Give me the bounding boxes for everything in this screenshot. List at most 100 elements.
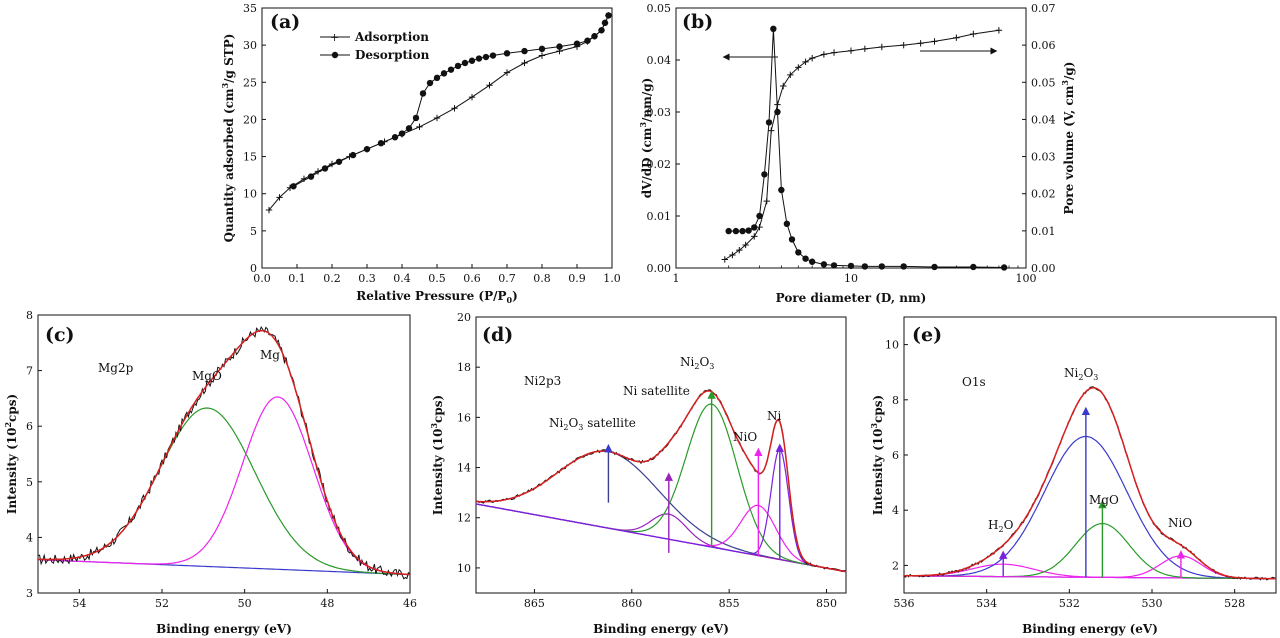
plus-point xyxy=(276,194,283,201)
plus-point xyxy=(900,41,907,49)
circle-point xyxy=(795,249,802,256)
annotation-ni2o3: Ni2O3 xyxy=(680,355,714,371)
panel-e: 536 534 532 530 528 2 4 6 8 10 (e) O1s H2O Ni2O3… xyxy=(869,316,1277,636)
y-tick-label-right: 0.06 xyxy=(1031,39,1056,52)
circle-point xyxy=(605,12,612,19)
x-tick-label: 50 xyxy=(238,597,252,610)
y-tick-label: 2 xyxy=(892,559,899,572)
circle-point xyxy=(970,263,977,271)
plus-point xyxy=(486,82,493,89)
annotation-mg: Mg xyxy=(260,348,280,362)
series-layer xyxy=(903,386,1277,581)
series-layer xyxy=(37,326,411,580)
plus-point xyxy=(729,251,736,259)
circle-point xyxy=(598,27,605,34)
annotation-ni2o3: Ni2O3 xyxy=(1064,366,1098,382)
y-ticks: 10 12 14 16 18 20 xyxy=(457,311,480,575)
circle-point xyxy=(761,171,768,178)
plus-point xyxy=(521,59,528,67)
element-label: O1s xyxy=(962,375,986,389)
circle-point xyxy=(745,227,752,234)
y-tick-label: 0 xyxy=(250,262,257,275)
y-tick-label-right: 0.05 xyxy=(1031,76,1056,89)
plus-point xyxy=(416,123,423,131)
peak-arrows xyxy=(999,406,1186,578)
circle-point xyxy=(426,79,434,87)
plus-point xyxy=(721,256,728,263)
circle-point xyxy=(900,263,907,270)
circle-point xyxy=(335,158,343,165)
circle-point xyxy=(349,151,357,159)
plus-point xyxy=(433,114,441,122)
x-tick-label: 1.0 xyxy=(603,272,621,285)
element-label: Ni2p3 xyxy=(524,374,561,388)
plus-point xyxy=(795,64,802,71)
panel-d: 865 860 855 850 10 12 14 16 18 20 (d) Ni2p3 Ni2O… xyxy=(429,311,847,636)
x-axis-label: Binding energy (eV) xyxy=(1022,622,1158,636)
plus-point xyxy=(780,82,787,90)
x-tick-label: 0.1 xyxy=(288,272,306,285)
circle-point xyxy=(591,33,598,40)
plus-point xyxy=(451,105,458,112)
fitted-envelope xyxy=(904,387,1276,580)
plot-frame xyxy=(475,316,847,594)
panel-tag: (d) xyxy=(482,324,513,346)
y-ticks-right: 0.00 0.01 0.02 0.03 0.04 0.05 0.06 0.07 xyxy=(1022,2,1056,275)
circle-point xyxy=(521,47,528,55)
plus-point xyxy=(742,241,749,249)
series-layer xyxy=(721,25,1008,271)
peak-nio xyxy=(904,555,1276,580)
annotation-ni: Ni xyxy=(767,409,782,423)
circle-point xyxy=(770,25,777,32)
y-tick-label: 35 xyxy=(243,2,257,15)
y-tick-label-right: 0.03 xyxy=(1031,151,1056,164)
circle-point xyxy=(584,37,591,44)
plot-frame xyxy=(903,316,1277,594)
plus-point xyxy=(538,52,546,59)
x-axis-label: Pore diameter (D, nm) xyxy=(776,291,927,305)
legend-label-adsorption: Adsorption xyxy=(354,30,429,44)
y-tick-label: 20 xyxy=(457,311,471,324)
circle-point xyxy=(321,165,329,172)
y-axis-label: Intensity (102cps) xyxy=(3,394,19,514)
plus-point xyxy=(953,34,960,41)
peak-ni2o3 xyxy=(475,403,847,573)
plus-point xyxy=(917,40,924,47)
y-axis-label: Intensity (103cps) xyxy=(869,395,885,515)
plus-point xyxy=(808,54,816,62)
peak-arrows xyxy=(604,390,784,560)
circle-point xyxy=(556,43,563,50)
y-tick-label: 0.01 xyxy=(647,210,672,223)
circle-point xyxy=(820,261,828,268)
fitted-envelope xyxy=(475,390,847,573)
circle-point xyxy=(756,212,763,220)
x-tick-label: 855 xyxy=(719,597,740,610)
plus-point xyxy=(878,43,886,51)
y-tick-label: 5 xyxy=(26,476,33,489)
circle-point xyxy=(601,19,609,27)
annotation-h2o: H2O xyxy=(988,518,1014,534)
plus-point xyxy=(995,27,1003,34)
x-ticks: 536 534 532 530 528 xyxy=(894,589,1245,610)
x-tick-label: 850 xyxy=(816,597,837,610)
circle-point xyxy=(398,130,406,137)
plus-point xyxy=(787,71,794,79)
x-tick-label: 0.5 xyxy=(428,272,446,285)
x-tick-label: 532 xyxy=(1059,597,1080,610)
y-tick-label: 0.02 xyxy=(647,158,672,171)
y-tick-label-right: 0.07 xyxy=(1031,2,1056,15)
x-tick-label: 0.3 xyxy=(358,272,376,285)
plus-point xyxy=(774,101,781,108)
y-tick-label: 25 xyxy=(243,76,257,89)
y-tick-label: 4 xyxy=(892,504,899,517)
circle-point xyxy=(363,145,371,153)
legend-label-desorption: Desorption xyxy=(355,48,430,62)
plot-frame xyxy=(37,314,411,594)
circle-point xyxy=(573,40,581,47)
x-tick-label: 528 xyxy=(1224,597,1245,610)
series-line-pore-volume xyxy=(724,29,999,260)
x-tick-label: 0.2 xyxy=(323,272,341,285)
panel-b: 1 10 100 0.00 0.01 0.02 0.03 0.04 0.05 0.00 0.01… xyxy=(638,2,1076,305)
peak-ni2o3 xyxy=(904,435,1276,580)
raw-spectrum xyxy=(475,389,847,573)
